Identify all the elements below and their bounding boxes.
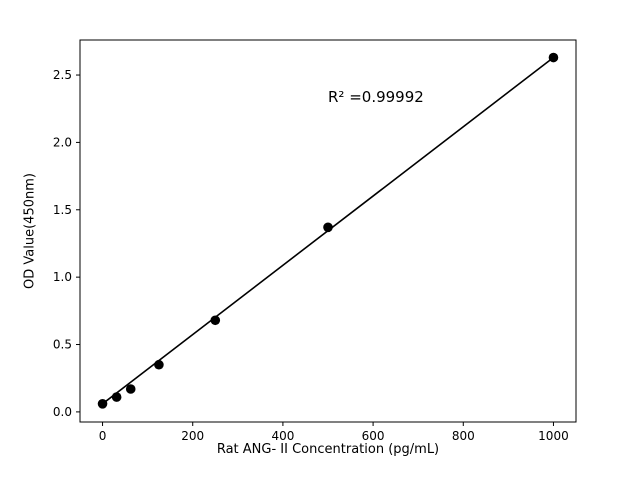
x-tick-label: 200 <box>181 429 204 443</box>
x-tick-label: 0 <box>99 429 107 443</box>
y-axis-label: OD Value(450nm) <box>22 173 38 289</box>
x-tick-label: 1000 <box>538 429 569 443</box>
data-point <box>111 392 122 402</box>
y-tick-label: 2.5 <box>53 68 72 82</box>
data-point <box>154 359 164 370</box>
x-tick-label: 800 <box>452 429 475 443</box>
y-tick-label: 2.0 <box>53 135 72 149</box>
y-tick-label: 0.5 <box>53 338 72 352</box>
y-tick-label: 1.5 <box>53 203 72 217</box>
y-tick-label: 0.0 <box>53 405 72 419</box>
r-squared-annotation: R² =0.99992 <box>328 88 424 106</box>
data-point <box>210 315 221 326</box>
data-point <box>97 399 108 409</box>
x-tick-label: 400 <box>271 429 294 443</box>
plot-border <box>79 39 577 423</box>
data-point <box>125 384 136 394</box>
x-axis-label: Rat ANG- II Concentration (pg/mL) <box>216 442 440 457</box>
data-point <box>323 222 333 233</box>
x-tick-label: 600 <box>362 429 385 443</box>
y-tick-label: 1.0 <box>53 270 72 284</box>
data-point <box>548 52 559 63</box>
